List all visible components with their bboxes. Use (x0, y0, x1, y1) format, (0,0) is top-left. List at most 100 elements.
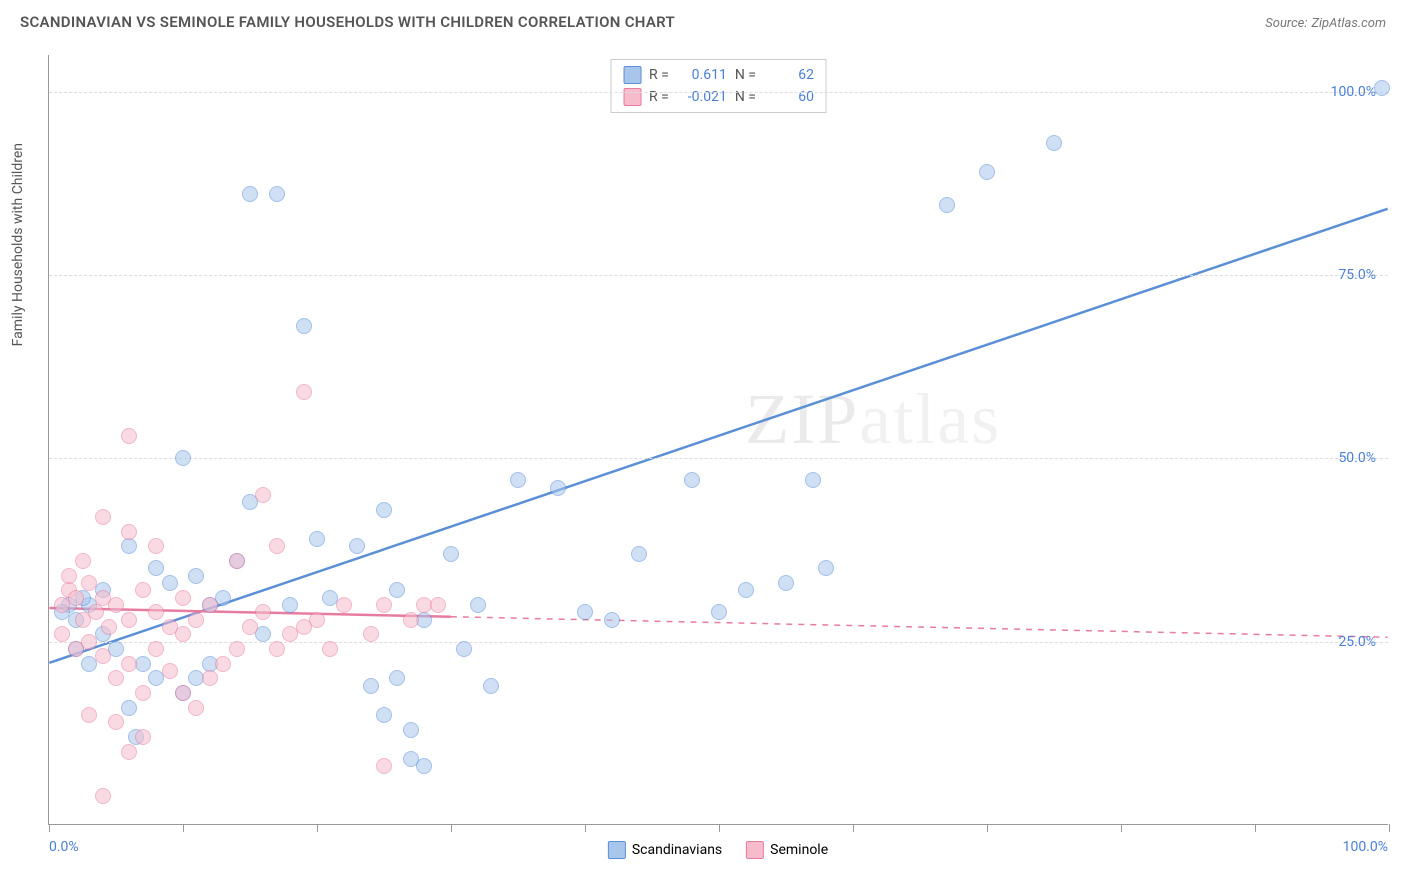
data-point (229, 553, 245, 569)
data-point (121, 656, 137, 672)
data-point (75, 553, 91, 569)
data-point (738, 582, 754, 598)
source-attribution: Source: ZipAtlas.com (1265, 12, 1386, 31)
data-point (336, 597, 352, 613)
legend-swatch (623, 66, 641, 84)
data-point (805, 472, 821, 488)
data-point (269, 538, 285, 554)
data-point (229, 641, 245, 657)
data-point (711, 604, 727, 620)
data-point (121, 524, 137, 540)
data-point (349, 538, 365, 554)
legend-label: Seminole (770, 842, 828, 858)
data-point (135, 582, 151, 598)
data-point (269, 186, 285, 202)
data-point (54, 626, 70, 642)
data-point (88, 604, 104, 620)
data-point (483, 678, 499, 694)
data-point (443, 546, 459, 562)
data-point (778, 575, 794, 591)
chart-title: SCANDINAVIAN VS SEMINOLE FAMILY HOUSEHOL… (20, 13, 675, 31)
x-tick (1389, 824, 1390, 832)
data-point (818, 560, 834, 576)
data-point (416, 758, 432, 774)
chart-area: Family Households with Children ZIPatlas… (48, 55, 1388, 825)
data-point (389, 670, 405, 686)
data-point (121, 744, 137, 760)
legend-swatch (746, 841, 764, 859)
legend-label: Scandinavians (632, 842, 722, 858)
data-point (101, 619, 117, 635)
stats-legend-box: R = 0.611 N = 62 R = -0.021 N = 60 (610, 59, 827, 113)
data-point (296, 318, 312, 334)
data-point (684, 472, 700, 488)
x-tick (1121, 824, 1122, 832)
y-axis-title: Family Households with Children (10, 143, 26, 346)
data-point (979, 164, 995, 180)
x-tick (585, 824, 586, 832)
data-point (376, 707, 392, 723)
stats-row: R = -0.021 N = 60 (623, 86, 814, 108)
data-point (175, 450, 191, 466)
data-point (81, 707, 97, 723)
y-tick-label: 25.0% (1338, 634, 1376, 650)
data-point (403, 612, 419, 628)
y-tick-label: 50.0% (1338, 450, 1376, 466)
data-point (322, 641, 338, 657)
data-point (296, 619, 312, 635)
data-point (269, 641, 285, 657)
data-point (175, 590, 191, 606)
data-point (135, 685, 151, 701)
data-point (510, 472, 526, 488)
data-point (121, 428, 137, 444)
data-point (376, 597, 392, 613)
data-point (95, 648, 111, 664)
data-point (376, 758, 392, 774)
x-tick (987, 824, 988, 832)
data-point (108, 670, 124, 686)
data-point (175, 685, 191, 701)
data-point (604, 612, 620, 628)
data-point (81, 634, 97, 650)
data-point (121, 612, 137, 628)
data-point (188, 612, 204, 628)
data-point (95, 509, 111, 525)
watermark: ZIPatlas (745, 378, 1001, 461)
data-point (550, 480, 566, 496)
r-value: 0.611 (677, 67, 727, 83)
data-point (148, 604, 164, 620)
data-point (162, 575, 178, 591)
x-tick (451, 824, 452, 832)
data-point (162, 663, 178, 679)
x-tick (853, 824, 854, 832)
data-point (1046, 135, 1062, 151)
data-point (81, 575, 97, 591)
r-label: R = (649, 67, 669, 83)
y-tick-label: 75.0% (1338, 267, 1376, 283)
data-point (61, 568, 77, 584)
source-value: ZipAtlas.com (1311, 16, 1386, 31)
data-point (255, 487, 271, 503)
data-point (456, 641, 472, 657)
plot-area: ZIPatlas R = 0.611 N = 62 R = -0.021 N =… (48, 55, 1388, 825)
gridline-h (49, 275, 1388, 276)
data-point (309, 531, 325, 547)
data-point (135, 729, 151, 745)
x-tick (183, 824, 184, 832)
legend-swatch (608, 841, 626, 859)
n-label: N = (735, 67, 756, 83)
data-point (430, 597, 446, 613)
data-point (242, 619, 258, 635)
bottom-legend: Scandinavians Seminole (608, 841, 828, 859)
data-point (470, 597, 486, 613)
data-point (939, 197, 955, 213)
data-point (121, 700, 137, 716)
data-point (282, 597, 298, 613)
data-point (389, 582, 405, 598)
data-point (403, 722, 419, 738)
gridline-h (49, 458, 1388, 459)
data-point (175, 626, 191, 642)
data-point (95, 788, 111, 804)
data-point (255, 604, 271, 620)
x-tick (317, 824, 318, 832)
